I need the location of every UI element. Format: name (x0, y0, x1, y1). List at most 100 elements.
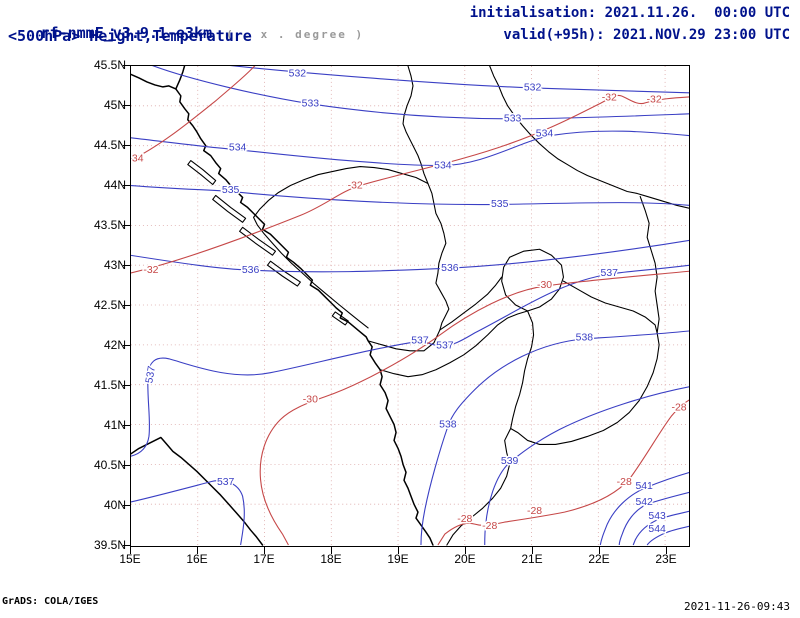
header-left-line1: rf-nmmE_v3.9.1-e3km ( . x . degree ) (2, 4, 364, 61)
graticule (131, 66, 689, 546)
temp-label--28: -28 (482, 521, 497, 532)
height-label-535: 535 (222, 185, 240, 196)
height-contour-537-west (131, 480, 245, 546)
x-tick (532, 547, 533, 554)
height-label-542: 542 (635, 497, 653, 508)
height-label-536: 536 (441, 263, 459, 274)
x-axis-label: 23E (655, 552, 677, 566)
grid-resolution-note: ( . x . degree ) (226, 28, 365, 41)
x-axis-label: 19E (387, 552, 409, 566)
height-contour-542 (618, 491, 689, 546)
border-drina (427, 182, 450, 331)
x-axis-label: 16E (186, 552, 208, 566)
y-axis-label: 44.5N (93, 138, 126, 152)
border-danube-romania (489, 66, 689, 209)
border-kosovo (501, 248, 564, 312)
height-label-533: 533 (504, 114, 522, 125)
coastline-adriatic (175, 88, 434, 546)
y-axis-label: 45.5N (93, 58, 126, 72)
creation-timestamp: 2021-11-26-09:43 (684, 600, 790, 613)
height-contour-535 (131, 185, 689, 206)
y-tick (123, 345, 130, 346)
border-montenegro (367, 276, 529, 378)
x-axis-label: 22E (588, 552, 610, 566)
height-label-538: 538 (439, 419, 457, 430)
y-axis-label: 43.5N (93, 218, 126, 232)
height-contour-543 (632, 510, 689, 546)
coastlines-and-borders (131, 66, 689, 546)
y-tick (123, 145, 130, 146)
y-axis-label: 39.5N (93, 538, 126, 552)
height-contour-538 (420, 330, 689, 546)
height-label-537: 537 (144, 365, 158, 384)
y-axis-label: 43N (103, 258, 126, 272)
height-label-537: 537 (217, 477, 235, 488)
y-axis-label: 45N (103, 98, 126, 112)
height-label-539: 539 (501, 456, 519, 467)
x-tick (264, 547, 265, 554)
contour-labels: 532 532 533 533 534 534 534 535 535 536 536 537 537 5… (131, 67, 688, 536)
y-tick (123, 305, 130, 306)
height-label-534: 534 (536, 128, 554, 139)
height-contour-544 (646, 525, 689, 546)
height-contour-533 (152, 66, 689, 120)
initialisation-time: initialisation: 2021.11.26. 00:00 UTC (469, 5, 790, 21)
height-contour-539 (484, 386, 689, 546)
height-contour-541 (599, 472, 689, 546)
contour-plot-svg: 532 532 533 533 534 534 534 535 535 536 536 537 537 5… (131, 66, 689, 546)
y-tick (123, 225, 130, 226)
y-tick (123, 105, 130, 106)
x-axis-label: 18E (320, 552, 342, 566)
x-tick (197, 547, 198, 554)
height-label-532: 532 (289, 69, 307, 80)
height-label-536: 536 (242, 265, 260, 276)
height-label-534: 534 (434, 160, 452, 171)
y-tick (123, 465, 130, 466)
y-tick (123, 385, 130, 386)
x-axis-label: 21E (521, 552, 543, 566)
height-label-544: 544 (648, 524, 666, 535)
y-axis-label: 40N (103, 498, 126, 512)
y-tick (123, 185, 130, 186)
height-label-543: 543 (648, 511, 666, 522)
x-tick (398, 547, 399, 554)
height-label-541: 541 (635, 481, 653, 492)
coastline-istria (131, 73, 177, 90)
x-tick (331, 547, 332, 554)
product-title: <500hPa> Height,Temperature (8, 27, 252, 45)
temp-label--32: -32 (647, 95, 662, 106)
y-axis-label: 44N (103, 178, 126, 192)
y-axis-label: 41.5N (93, 378, 126, 392)
temp-contour-minus34 (131, 66, 256, 161)
border-albania-macedonia (446, 280, 660, 546)
height-label-533: 533 (302, 99, 320, 110)
y-tick (123, 505, 130, 506)
valid-time: valid(+95h): 2021.NOV.29 23:00 UTC (503, 27, 790, 43)
temp-contour-minus30 (259, 270, 689, 546)
height-label-532: 532 (524, 83, 542, 94)
y-axis-label: 40.5N (93, 458, 126, 472)
y-axis-label: 41N (103, 418, 126, 432)
height-label-535: 535 (491, 199, 509, 210)
temp-label--28: -28 (617, 477, 632, 488)
y-tick (123, 265, 130, 266)
y-tick (123, 425, 130, 426)
x-axis-label: 17E (253, 552, 275, 566)
border-slovenia (175, 66, 186, 90)
temp-label--28: -28 (671, 402, 686, 413)
temp-contour-minus32 (131, 94, 689, 274)
temp-label--30: -30 (303, 394, 318, 405)
dalmatian-islands (187, 160, 349, 326)
temp-label--28: -28 (457, 514, 472, 525)
x-axis-label: 20E (454, 552, 476, 566)
y-axis-label: 42.5N (93, 298, 126, 312)
y-axis-label: 42N (103, 338, 126, 352)
temp-contour-minus28 (437, 399, 689, 546)
x-tick (599, 547, 600, 554)
height-label-537: 537 (601, 268, 619, 279)
temp-label--32: -32 (602, 93, 617, 104)
height-label-537: 537 (436, 341, 454, 352)
height-contour-532 (229, 66, 689, 94)
height-label-534: 534 (229, 142, 247, 153)
